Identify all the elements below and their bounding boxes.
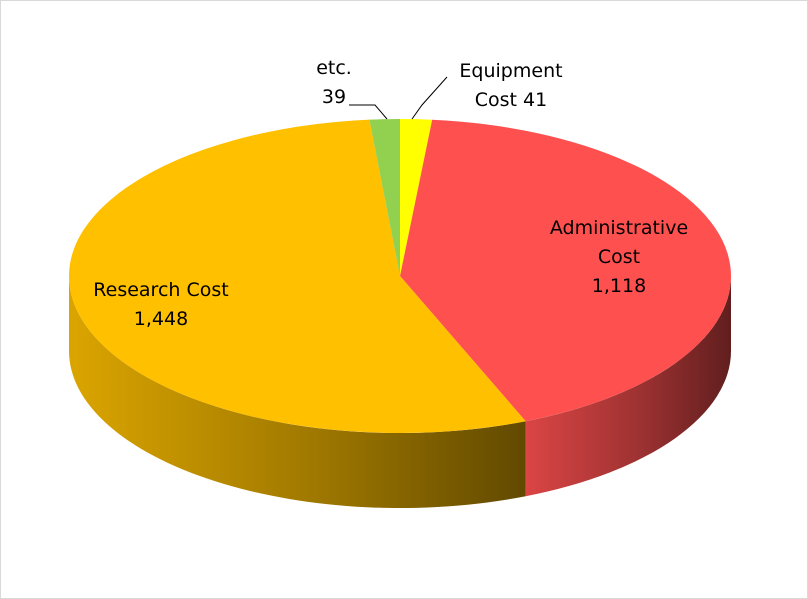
leader-lines — [349, 76, 448, 120]
slice-label-line: etc. — [316, 57, 352, 79]
leader-line-equipment-cost — [411, 76, 448, 120]
slice-label-line: 1,448 — [134, 308, 188, 330]
slice-administrative-cost — [400, 119, 732, 422]
slice-label-etc: etc. 39 — [316, 57, 352, 108]
slice-label-line: 39 — [322, 86, 346, 108]
slice-side-administrative-cost — [525, 276, 731, 497]
slice-labels: Equipment Cost 41 Administrative Cost 1,118 R… — [93, 57, 688, 330]
slice-label-line: 1,118 — [592, 275, 646, 297]
pie-sides — [69, 276, 731, 508]
slice-etc — [369, 119, 400, 276]
slice-label-line: Cost — [598, 246, 640, 268]
leader-line-etc — [349, 104, 388, 120]
slice-label-line: Research Cost — [93, 279, 228, 301]
pie-tops — [69, 119, 732, 433]
slice-label-research-cost: Research Cost 1,448 — [93, 279, 228, 330]
slice-label-line: Administrative — [550, 217, 688, 239]
slice-equipment-cost — [400, 119, 433, 276]
slice-label-line: Equipment — [459, 60, 562, 82]
slice-label-equipment-cost: Equipment Cost 41 — [459, 60, 562, 111]
slice-label-line: Cost 41 — [475, 89, 547, 111]
slice-research-cost — [69, 119, 526, 433]
slice-side-research-cost — [69, 276, 526, 508]
slice-label-administrative-cost: Administrative Cost 1,118 — [550, 217, 688, 297]
